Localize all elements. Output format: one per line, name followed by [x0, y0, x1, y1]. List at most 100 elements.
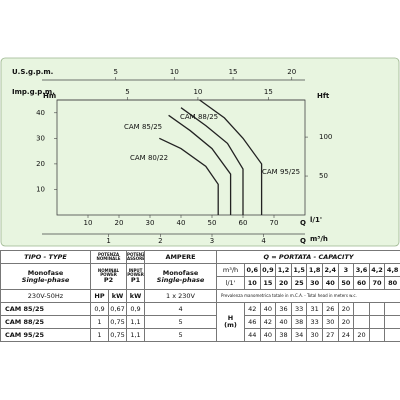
table-cell — [368, 315, 386, 329]
axis-label: U.S.g.p.m. — [12, 68, 53, 76]
table-cell: l/1' — [216, 276, 246, 290]
cell-text: 44 — [248, 330, 257, 339]
table-cell: 60 — [353, 276, 370, 290]
table-cell: AMPERE — [144, 250, 218, 264]
table-cell: 20 — [275, 276, 292, 290]
table-cell: 46 — [244, 315, 261, 329]
cell-text: TIPO - TYPE — [24, 252, 67, 261]
cell-text: m³/h — [222, 265, 239, 274]
axis-tick-label: 10 — [170, 68, 179, 76]
cell-text: 27 — [326, 330, 335, 339]
cell-text: 25 — [294, 278, 304, 287]
cell-text: CAM 88/25 — [5, 317, 44, 326]
table-cell: 3 — [337, 263, 355, 277]
axis-unit: m³/h — [310, 235, 328, 243]
y2-tick-label: 50 — [319, 172, 328, 180]
table-cell: 30 — [321, 315, 339, 329]
cell-text: 33 — [294, 304, 304, 313]
table-cell: 0,67 — [107, 302, 128, 316]
table-cell — [384, 328, 400, 342]
table-row: CAM 88/25 1 0,75 1,1 5 46 42 40 38 33 30 20 — [0, 315, 400, 329]
table-cell: 1 — [90, 328, 109, 342]
table-cell: POTENZA ASSORBITA — [126, 250, 146, 264]
table-cell: Q = PORTATA - CAPACITY — [216, 250, 400, 264]
spec-table: TIPO - TYPE POTENZA NOMINALE POTENZA ASSOR… — [0, 250, 400, 342]
y2-axis-label: Hft — [317, 92, 330, 100]
cell-text: 1,1 — [130, 317, 141, 326]
table-cell: 1,1 — [126, 328, 146, 342]
table-cell: 1,5 — [290, 263, 308, 277]
table-cell: kW — [107, 289, 128, 303]
y2-tick-label: 100 — [319, 133, 332, 141]
table-row: TIPO - TYPE POTENZA NOMINALE POTENZA ASSOR… — [0, 250, 400, 264]
table-cell — [384, 315, 400, 329]
axis-tick-label: 4 — [261, 237, 266, 245]
cell-text: 33 — [310, 317, 319, 326]
table-cell: 4,8 — [384, 263, 400, 277]
cell-text: 1,1 — [130, 330, 141, 339]
table-cell: 38 — [275, 328, 292, 342]
table-cell: 4 — [144, 302, 218, 316]
cell-text: 230V-50Hz — [27, 291, 64, 300]
table-cell — [353, 315, 370, 329]
cell-text: 0,75 — [110, 317, 125, 326]
pump-curve — [159, 137, 219, 215]
y-axis-label: Hm — [43, 92, 56, 100]
axis-tick-label: 5 — [113, 68, 117, 76]
table-cell: 40 — [321, 276, 339, 290]
cell-text: 50 — [341, 278, 351, 287]
pump-curve — [180, 107, 244, 215]
y-tick-label: 10 — [36, 185, 45, 193]
x-tick-label: 60 — [239, 219, 248, 227]
cell-text: 4,8 — [386, 265, 399, 274]
cell-text: 26 — [326, 304, 335, 313]
table-row: CAM 85/25 0,9 0,67 0,9 4 H (m) 42 40 36 33 31 26 20 — [0, 302, 400, 342]
table-cell: 80 — [384, 276, 400, 290]
curve-label: CAM 85/25 — [124, 123, 162, 131]
table-cell: 5 — [144, 328, 218, 342]
table-cell: m³/h — [216, 263, 246, 277]
axis-tick-label: 1 — [106, 237, 110, 245]
y-tick-label: 30 — [36, 134, 45, 142]
cell-text: 42 — [248, 304, 257, 313]
table-cell: HP — [90, 289, 109, 303]
cell-text: 20 — [357, 330, 366, 339]
table-cell: 33 — [306, 315, 323, 329]
cell-text: 42 — [263, 317, 273, 326]
cell-text: 40 — [325, 278, 335, 287]
table-cell: 20 — [353, 328, 370, 342]
cell-text: l/1' — [225, 278, 236, 287]
table-cell: 24 — [337, 328, 355, 342]
table-cell: 30 — [306, 276, 323, 290]
cell-text: H — [227, 314, 234, 323]
cell-text: Single-phase — [21, 275, 70, 284]
table-cell: 0,75 — [107, 328, 128, 342]
table-cell: 1 — [90, 315, 109, 329]
table-cell: 2,4 — [321, 263, 339, 277]
table-cell: Monofase Single-phase — [0, 263, 91, 290]
table-cell: NOMINAL POWER P2 — [89, 263, 128, 290]
cell-text: CAM 85/25 — [5, 304, 44, 313]
cell-text: 40 — [279, 317, 288, 326]
cell-text: 24 — [341, 330, 351, 339]
table-cell: 34 — [290, 328, 308, 342]
cell-text: 1 — [97, 317, 102, 326]
table-cell: 40 — [259, 302, 277, 316]
cell-text: NOMINAL POWER — [97, 267, 120, 278]
cell-text: HP — [94, 291, 105, 300]
table-cell: 33 — [290, 302, 308, 316]
table-cell — [368, 328, 386, 342]
cell-text: Q = PORTATA - CAPACITY — [263, 252, 354, 261]
table-cell: 1,2 — [275, 263, 292, 277]
table-cell: 70 — [368, 276, 386, 290]
table-cell: Prevalenza manometrica totale in m.C.A. … — [216, 289, 400, 303]
cell-text: AMPERE — [165, 252, 196, 261]
cell-text: 31 — [310, 304, 319, 313]
cell-text: 3 — [343, 265, 349, 274]
cell-text: 80 — [388, 278, 398, 287]
table-cell: 50 — [337, 276, 355, 290]
table-cell: CAM 88/25 — [0, 315, 91, 329]
table-cell: 0,9 — [90, 302, 109, 316]
